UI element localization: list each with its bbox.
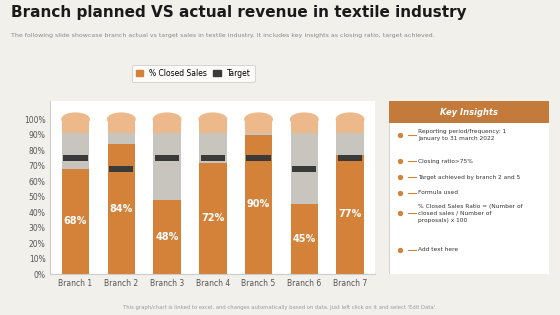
Text: 68%: 68%	[64, 216, 87, 226]
Text: Branch planned VS actual revenue in textile industry: Branch planned VS actual revenue in text…	[11, 5, 467, 20]
Bar	[62, 119, 89, 133]
Ellipse shape	[199, 113, 227, 126]
Bar	[245, 119, 272, 133]
Bar	[108, 144, 135, 274]
Text: Reporting period/frequency: 1
January to 31 march 2022: Reporting period/frequency: 1 January to…	[418, 129, 506, 141]
Bar	[109, 166, 133, 172]
Bar	[337, 155, 364, 274]
Ellipse shape	[291, 113, 318, 126]
Ellipse shape	[245, 113, 272, 126]
Legend: % Closed Sales, Target: % Closed Sales, Target	[132, 65, 255, 82]
Ellipse shape	[337, 113, 364, 126]
Bar	[199, 119, 227, 133]
FancyBboxPatch shape	[389, 101, 549, 123]
Bar	[246, 155, 270, 161]
Bar	[199, 163, 227, 274]
Bar	[337, 119, 364, 133]
Text: 48%: 48%	[155, 232, 179, 242]
Bar	[245, 119, 272, 135]
Bar	[245, 135, 272, 274]
Text: The following slide showcase branch actual vs target sales in textile industry. : The following slide showcase branch actu…	[11, 33, 435, 38]
Text: Add text here: Add text here	[418, 247, 458, 252]
Bar	[62, 169, 89, 274]
Bar	[153, 200, 181, 274]
Ellipse shape	[62, 113, 89, 126]
FancyBboxPatch shape	[389, 101, 549, 274]
Bar	[292, 166, 316, 172]
Bar	[199, 119, 227, 163]
Text: 90%: 90%	[247, 199, 270, 209]
Text: Key Insights: Key Insights	[440, 107, 498, 117]
Text: This graph/chart is linked to excel, and changes automatically based on data. Ju: This graph/chart is linked to excel, and…	[123, 305, 437, 310]
Bar	[337, 119, 364, 155]
Text: 84%: 84%	[110, 204, 133, 214]
Text: 72%: 72%	[201, 213, 225, 223]
Bar	[108, 119, 135, 144]
Text: 77%: 77%	[338, 209, 362, 220]
Text: Closing ratio>75%: Closing ratio>75%	[418, 159, 473, 164]
Bar	[338, 155, 362, 161]
Text: 45%: 45%	[293, 234, 316, 244]
Bar	[155, 155, 179, 161]
Bar	[200, 155, 225, 161]
Bar	[291, 119, 318, 133]
Bar	[291, 204, 318, 274]
Bar	[291, 119, 318, 204]
Bar	[62, 119, 89, 169]
Text: Target achieved by branch 2 and 5: Target achieved by branch 2 and 5	[418, 175, 520, 180]
Bar	[153, 119, 181, 133]
Bar	[153, 119, 181, 200]
Text: % Closed Sales Ratio = (Number of
closed sales / Number of
proposals) x 100: % Closed Sales Ratio = (Number of closed…	[418, 204, 522, 223]
Text: Formula used: Formula used	[418, 190, 458, 195]
Bar	[63, 155, 87, 161]
Ellipse shape	[153, 113, 181, 126]
Bar	[108, 119, 135, 133]
Ellipse shape	[108, 113, 135, 126]
